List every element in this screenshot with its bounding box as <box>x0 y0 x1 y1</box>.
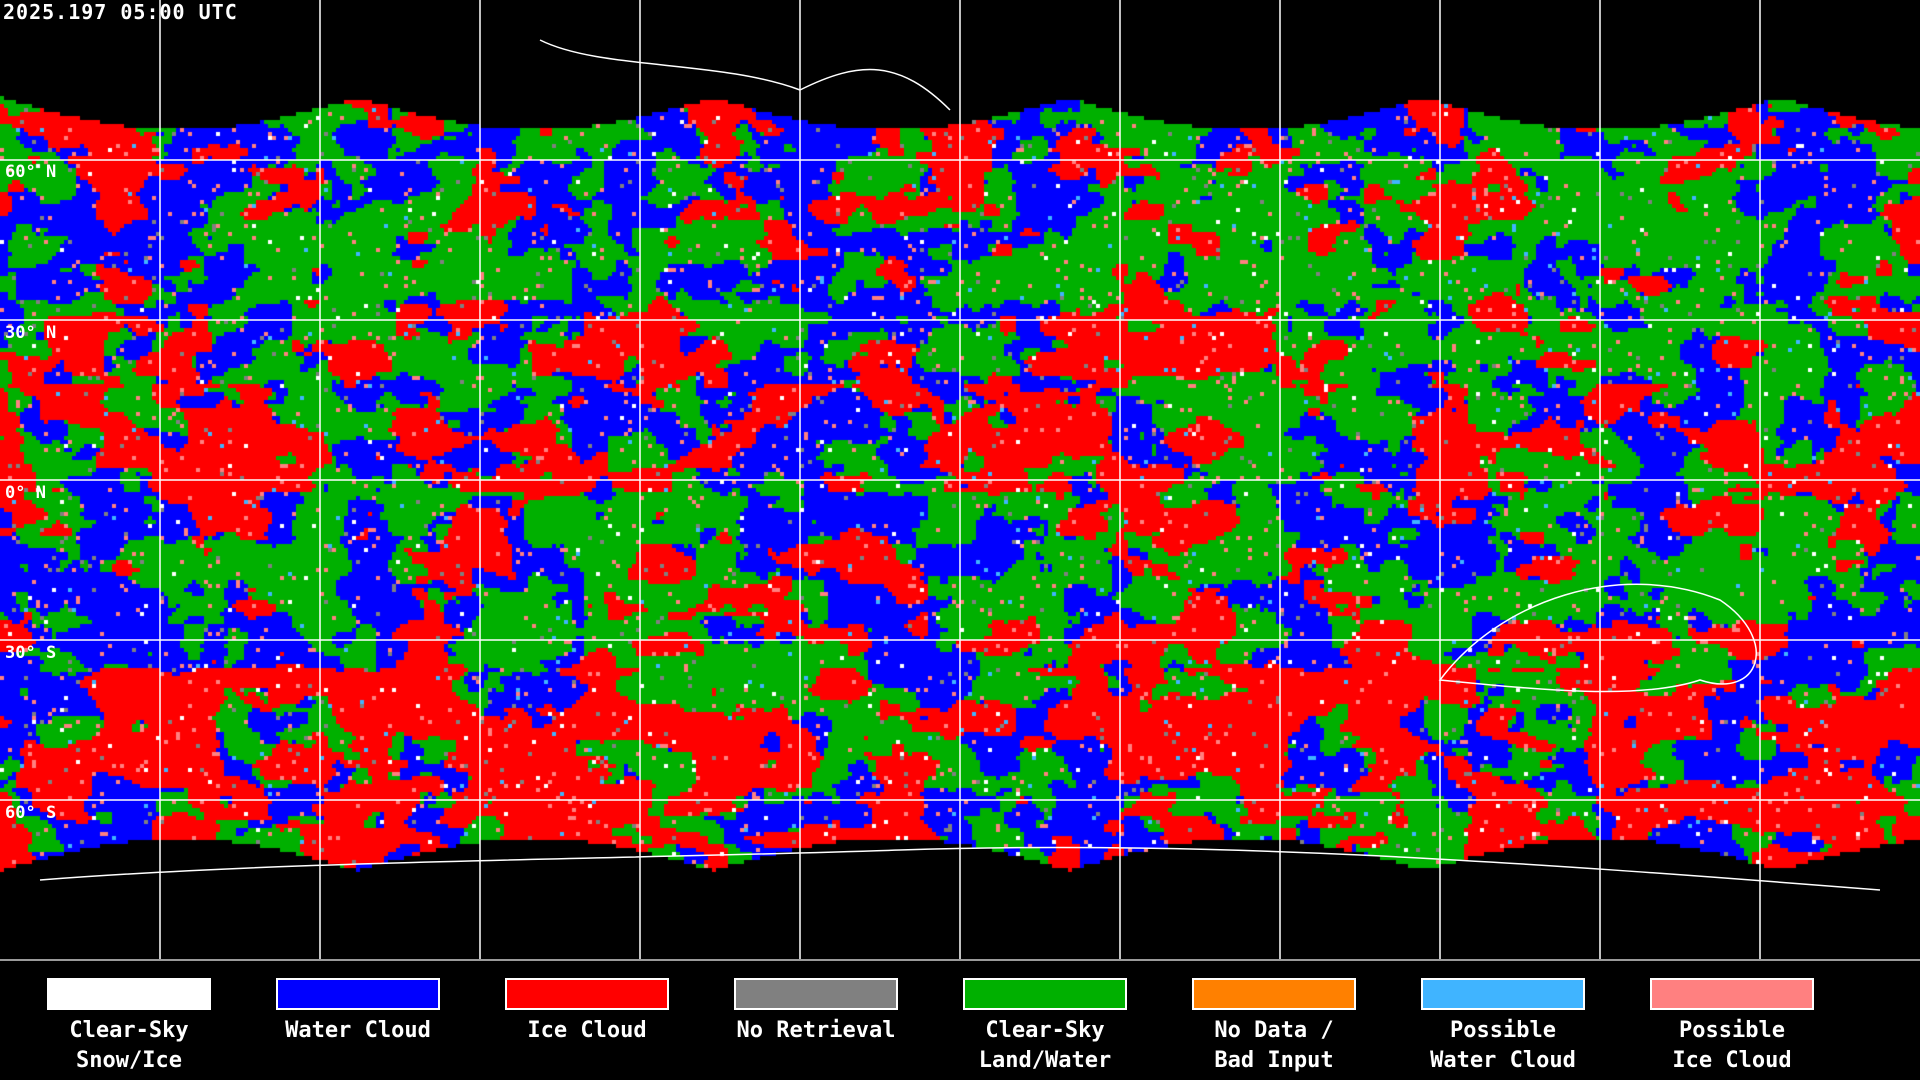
lat-label-0: 0° N <box>5 483 46 503</box>
legend-item-ice-cloud: Ice Cloud <box>505 978 669 1046</box>
lat-lon-grid <box>0 0 1920 959</box>
legend-label: No Retrieval <box>736 1018 896 1043</box>
timestamp: 2025.197 05:00 UTC <box>3 0 238 24</box>
legend-swatch <box>47 978 211 1010</box>
coastline <box>39 846 1881 891</box>
legend-label: Possible Ice Cloud <box>1672 1018 1792 1073</box>
legend-label: Clear-Sky Land/Water <box>978 1018 1112 1073</box>
legend-label: Water Cloud <box>285 1018 431 1043</box>
cloud-phase-map: 2025.197 05:00 UTC 60° N 30° N 0° N 30° … <box>0 0 1920 959</box>
legend-label: Ice Cloud <box>527 1018 647 1043</box>
legend-swatch <box>276 978 440 1010</box>
coastline <box>539 39 951 111</box>
legend-item-no-retrieval: No Retrieval <box>734 978 898 1046</box>
coastline <box>1438 583 1757 693</box>
legend-label: Clear-Sky Snow/Ice <box>69 1018 189 1073</box>
map-legend-divider <box>0 959 1920 961</box>
legend-swatch <box>505 978 669 1010</box>
legend-item-no-data-bad-input: No Data / Bad Input <box>1192 978 1356 1076</box>
legend-item-clear-sky-snow-ice: Clear-Sky Snow/Ice <box>47 978 211 1076</box>
legend-swatch <box>1421 978 1585 1010</box>
lat-label-60s: 60° S <box>5 803 57 823</box>
legend-swatch <box>1650 978 1814 1010</box>
lat-label-30n: 30° N <box>5 323 57 343</box>
legend-label: Possible Water Cloud <box>1430 1018 1576 1073</box>
legend-swatch <box>734 978 898 1010</box>
lat-label-60n: 60° N <box>5 162 57 182</box>
legend-item-possible-water-cloud: Possible Water Cloud <box>1421 978 1585 1076</box>
legend-item-clear-sky-land-water: Clear-Sky Land/Water <box>963 978 1127 1076</box>
legend-item-water-cloud: Water Cloud <box>276 978 440 1046</box>
legend-swatch <box>963 978 1127 1010</box>
legend-item-possible-ice-cloud: Possible Ice Cloud <box>1650 978 1814 1076</box>
legend-swatch <box>1192 978 1356 1010</box>
lat-label-30s: 30° S <box>5 643 57 663</box>
legend-label: No Data / Bad Input <box>1214 1018 1334 1073</box>
